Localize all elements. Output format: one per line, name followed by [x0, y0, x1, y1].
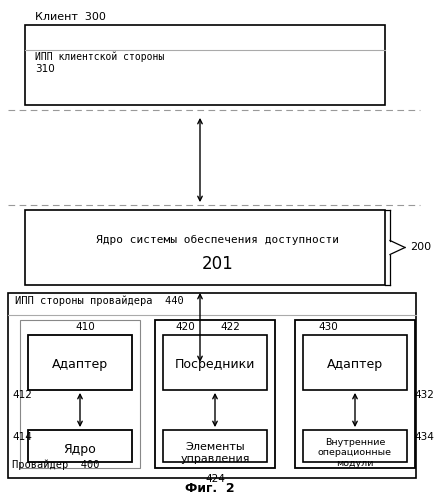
Text: 430: 430 — [318, 322, 338, 332]
Text: 200: 200 — [410, 242, 431, 252]
Text: 310: 310 — [35, 64, 55, 74]
Bar — [20, 320, 140, 468]
Text: 434: 434 — [414, 432, 434, 442]
Bar — [303, 430, 407, 462]
Bar — [25, 25, 385, 105]
Text: ИПП стороны провайдера  440: ИПП стороны провайдера 440 — [15, 296, 184, 306]
Text: 201: 201 — [202, 255, 234, 273]
Text: 410: 410 — [75, 322, 95, 332]
Bar — [28, 335, 132, 390]
Text: Фиг.  2: Фиг. 2 — [185, 482, 235, 495]
Text: Ядро: Ядро — [64, 443, 97, 456]
Bar — [163, 430, 267, 462]
Text: 420: 420 — [175, 322, 195, 332]
Bar — [25, 210, 385, 285]
Text: ИПП клиентской стороны: ИПП клиентской стороны — [35, 52, 164, 62]
Text: 412: 412 — [12, 390, 32, 400]
Text: Адаптер: Адаптер — [327, 358, 383, 371]
Text: Адаптер: Адаптер — [52, 358, 108, 371]
Bar — [28, 430, 132, 462]
Text: Ядро системы обеспечения доступности: Ядро системы обеспечения доступности — [97, 235, 340, 245]
Text: Элементы
управления: Элементы управления — [180, 442, 250, 464]
Bar — [155, 320, 275, 468]
Text: 414: 414 — [12, 432, 32, 442]
Text: Провайдер  400: Провайдер 400 — [12, 460, 100, 470]
Text: Внутренние
операционные
модули: Внутренние операционные модули — [318, 438, 392, 468]
Text: Клиент  300: Клиент 300 — [35, 12, 106, 22]
Text: 424: 424 — [205, 474, 225, 484]
Bar — [163, 335, 267, 390]
Bar — [295, 320, 415, 468]
Bar — [8, 293, 416, 478]
Text: 432: 432 — [414, 390, 434, 400]
Bar — [303, 335, 407, 390]
Text: Посредники: Посредники — [175, 358, 255, 371]
Text: 422: 422 — [220, 322, 240, 332]
